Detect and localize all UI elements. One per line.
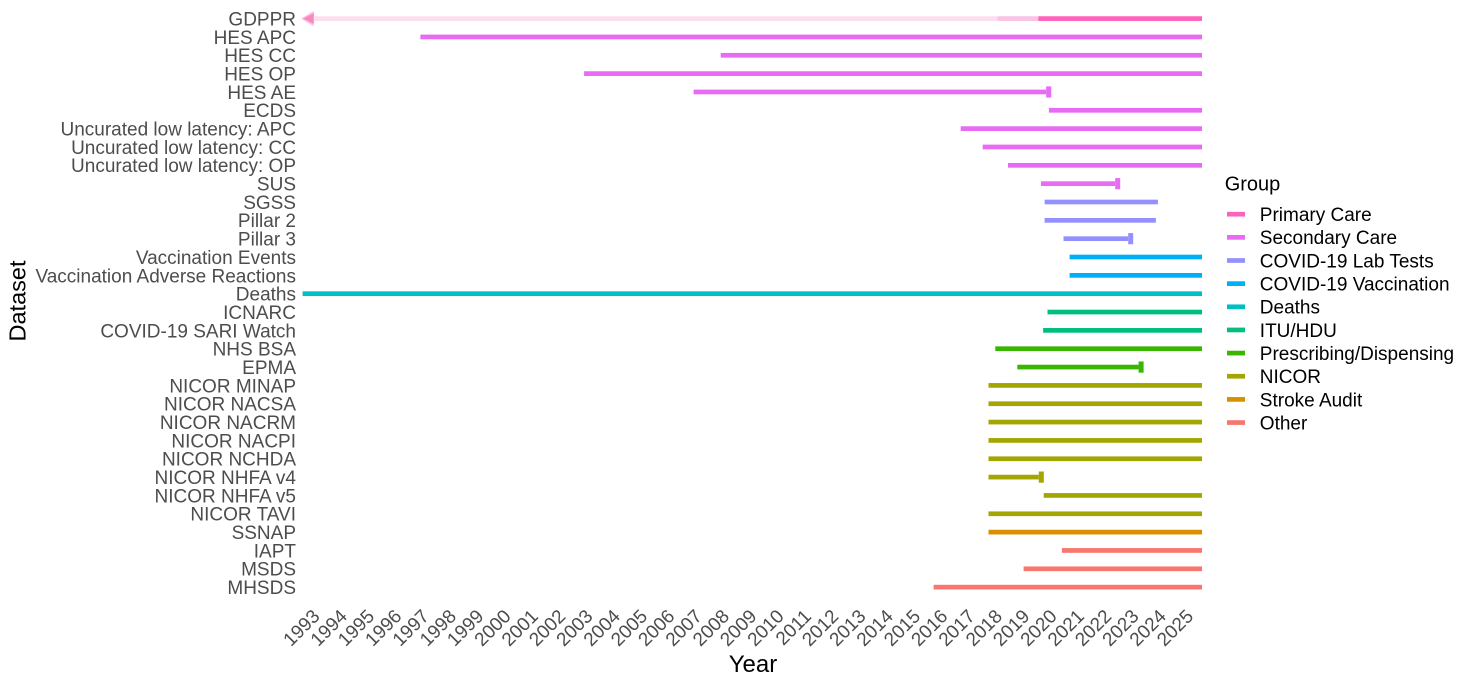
svg-text:NICOR NACRM: NICOR NACRM [160,413,296,434]
svg-text:Pillar 2: Pillar 2 [238,211,296,232]
svg-text:NICOR NCHDA: NICOR NCHDA [162,450,296,471]
svg-text:Deaths: Deaths [1260,298,1320,319]
svg-text:Primary Care: Primary Care [1260,205,1372,226]
svg-text:SSNAP: SSNAP [232,523,296,544]
svg-text:HES OP: HES OP [224,65,296,86]
svg-text:NICOR NHFA v5: NICOR NHFA v5 [155,486,296,507]
svg-text:Year: Year [729,651,778,678]
svg-text:NICOR NACPI: NICOR NACPI [171,431,296,452]
svg-text:NHS BSA: NHS BSA [213,340,297,361]
svg-text:Uncurated low latency: CC: Uncurated low latency: CC [71,138,296,159]
svg-text:Vaccination Events: Vaccination Events [136,248,296,269]
svg-text:Prescribing/Dispensing: Prescribing/Dispensing [1260,344,1454,365]
svg-text:ICNARC: ICNARC [223,303,296,324]
svg-text:COVID-19 Vaccination: COVID-19 Vaccination [1260,275,1450,296]
svg-text:SUS: SUS [257,175,296,196]
svg-text:HES APC: HES APC [214,28,296,49]
svg-text:GDPPR: GDPPR [228,10,296,31]
svg-text:MHSDS: MHSDS [227,578,296,599]
svg-text:NICOR: NICOR [1260,367,1321,388]
svg-text:NICOR MINAP: NICOR MINAP [169,376,296,397]
svg-text:IAPT: IAPT [254,541,297,562]
svg-text:Vaccination Adverse Reactions: Vaccination Adverse Reactions [35,266,296,287]
svg-text:NICOR NACSA: NICOR NACSA [164,395,296,416]
svg-text:HES AE: HES AE [227,83,296,104]
svg-text:Uncurated low latency: OP: Uncurated low latency: OP [71,156,296,177]
svg-text:EPMA: EPMA [242,358,296,379]
svg-text:Deaths: Deaths [236,285,296,306]
svg-text:COVID-19 Lab Tests: COVID-19 Lab Tests [1260,251,1434,272]
svg-text:COVID-19 SARI Watch: COVID-19 SARI Watch [100,321,296,342]
svg-text:NICOR NHFA v4: NICOR NHFA v4 [155,468,297,489]
svg-text:Pillar 3: Pillar 3 [238,230,296,251]
svg-text:Stroke Audit: Stroke Audit [1260,390,1363,411]
svg-text:ECDS: ECDS [243,101,296,122]
svg-text:ITU/HDU: ITU/HDU [1260,321,1337,342]
svg-text:Secondary Care: Secondary Care [1260,228,1397,249]
svg-text:Dataset: Dataset [5,260,31,341]
svg-text:SGSS: SGSS [243,193,296,214]
svg-text:NICOR TAVI: NICOR TAVI [190,505,296,526]
svg-text:HES CC: HES CC [224,46,296,67]
svg-text:MSDS: MSDS [241,560,296,581]
svg-text:Other: Other [1260,413,1308,434]
svg-text:Group: Group [1225,173,1281,195]
svg-text:Uncurated low latency: APC: Uncurated low latency: APC [60,120,296,141]
